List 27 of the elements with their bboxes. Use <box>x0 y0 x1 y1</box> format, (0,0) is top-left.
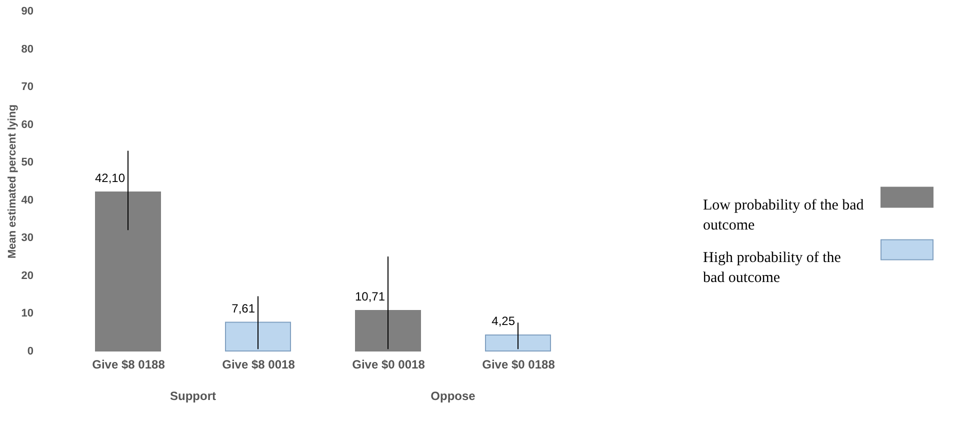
bar <box>225 322 291 352</box>
legend-label: Low probability of the bad outcome <box>703 197 864 234</box>
y-tick-label: 0 <box>27 346 34 358</box>
y-tick-label: 80 <box>21 43 34 56</box>
bar <box>95 191 161 352</box>
bar <box>485 334 551 352</box>
data-label: 42,10 <box>94 170 126 185</box>
y-axis-title: Mean estimated percent lying <box>6 104 18 259</box>
x-tick-label: Give $0 0018 <box>352 358 426 372</box>
text: High probability of the bad outcome <box>703 250 842 286</box>
y-tick-label: 90 <box>21 6 34 18</box>
x-tick-label: Give $8 0018 <box>222 358 296 372</box>
y-tick-label: 30 <box>21 232 34 244</box>
text: Oppose <box>430 389 476 403</box>
y-tick-label: 60 <box>21 118 34 131</box>
data-label: 4,25 <box>492 314 516 328</box>
x-tick-label: Give $0 0188 <box>482 358 556 372</box>
x-tick-label: Give $8 0188 <box>92 358 166 372</box>
data-label: 7,61 <box>232 301 256 316</box>
y-tick-label: 70 <box>21 81 34 94</box>
y-tick-label: 40 <box>21 194 34 206</box>
y-tick-label: 20 <box>21 270 34 282</box>
bar <box>355 310 421 352</box>
data-label: 10,71 <box>354 290 386 304</box>
text: Support <box>170 389 216 403</box>
y-tick-label: 10 <box>21 308 34 320</box>
y-tick-label: 50 <box>21 156 34 169</box>
